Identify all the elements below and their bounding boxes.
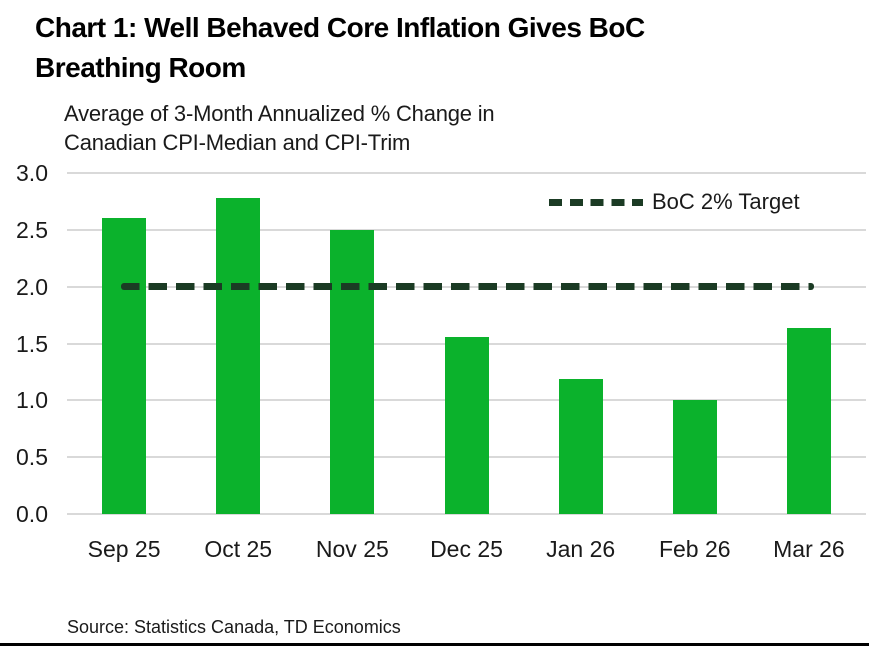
x-tick-label: Feb 26 <box>658 536 731 562</box>
gridline-2.5 <box>67 228 866 231</box>
bar-dec-25 <box>444 336 489 514</box>
x-tick-label: Sep 25 <box>87 536 161 562</box>
x-tick-label: Mar 26 <box>773 536 845 562</box>
chart-subtitle: Average of 3-Month Annualized % Change i… <box>64 99 495 157</box>
target-line-legend-swatch <box>549 198 643 206</box>
source-note: Source: Statistics Canada, TD Economics <box>67 617 401 637</box>
chart-title-line1: Chart 1: Well Behaved Core Inflation Giv… <box>35 12 645 43</box>
y-tick-label: 3.0 <box>16 160 48 186</box>
x-tick-label: Dec 25 <box>430 536 503 562</box>
bar-oct-25 <box>216 198 261 514</box>
target-line <box>121 283 814 291</box>
chart-title: Chart 1: Well Behaved Core Inflation Giv… <box>35 8 645 88</box>
bar-nov-25 <box>330 229 375 514</box>
gridline-3.0 <box>67 172 866 174</box>
legend-label: BoC 2% Target <box>652 189 800 214</box>
bar-feb-26 <box>672 400 717 514</box>
x-tick-label: Oct 25 <box>204 536 273 562</box>
gridline-0.0 <box>67 513 866 515</box>
y-tick-label: 0.5 <box>16 444 48 471</box>
bar-sep-25 <box>102 218 147 514</box>
chart-subtitle-line2: Canadian CPI-Median and CPI-Trim <box>64 130 411 155</box>
bar-mar-26 <box>786 327 831 514</box>
bottom-border <box>0 643 869 646</box>
x-tick-label: Nov 25 <box>315 536 389 562</box>
bar-chart-plot-area <box>67 172 866 515</box>
y-tick-label: 2.0 <box>16 273 48 300</box>
y-tick-label: 1.5 <box>16 330 48 357</box>
y-tick-label: 1.0 <box>16 387 48 414</box>
bar-jan-26 <box>558 378 603 514</box>
chart-subtitle-line1: Average of 3-Month Annualized % Change i… <box>64 101 495 126</box>
chart-title-line2: Breathing Room <box>35 52 246 83</box>
y-tick-label: 2.5 <box>16 216 48 243</box>
x-tick-label: Jan 26 <box>546 536 616 562</box>
legend: BoC 2% Target <box>549 189 800 214</box>
y-tick-label: 0.0 <box>16 501 48 527</box>
